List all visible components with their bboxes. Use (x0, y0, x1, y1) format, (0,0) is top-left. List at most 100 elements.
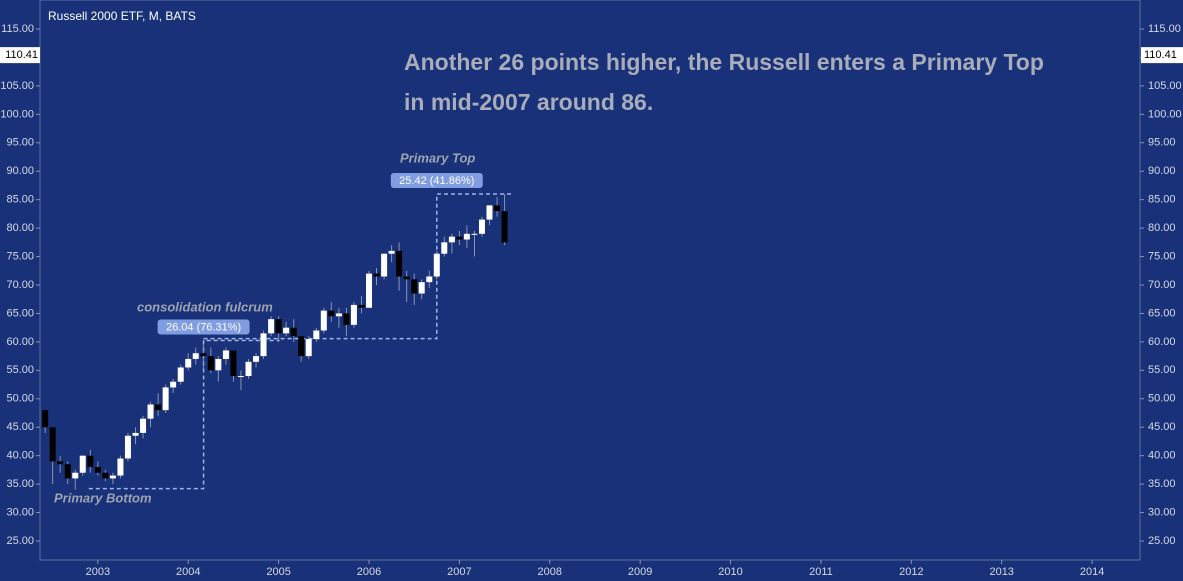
candle-body (147, 404, 154, 419)
y-tick-label: 80.00 (6, 222, 34, 234)
candle-body (222, 350, 229, 359)
candle-body (448, 236, 455, 243)
candle-body (117, 458, 124, 476)
y-tick-label: 60.00 (6, 336, 34, 348)
x-tick-label: 2003 (86, 566, 110, 578)
candle-body (320, 310, 327, 331)
candle-body (343, 313, 350, 325)
candle-body (140, 418, 147, 433)
y-tick-label: 70.00 (1148, 279, 1176, 291)
candle-body (366, 273, 373, 308)
candle-body (260, 333, 267, 357)
measurement-box (157, 319, 250, 335)
candle-body (456, 236, 463, 240)
x-tick-label: 2012 (899, 566, 923, 578)
candle-body (350, 304, 357, 325)
x-tick-label: 2005 (266, 566, 290, 578)
candle-body (49, 427, 56, 462)
candle-body (87, 455, 94, 468)
price-marker (0, 47, 40, 64)
y-tick-label: 85.00 (1148, 194, 1176, 206)
candle-body (313, 330, 320, 340)
candle-body (463, 233, 470, 240)
chart-title: Russell 2000 ETF, M, BATS (48, 9, 196, 23)
note: Primary Bottom (54, 490, 152, 505)
x-tick-label: 2011 (809, 566, 833, 578)
y-tick-label: 25.00 (1148, 535, 1176, 547)
y-tick-label: 95.00 (6, 137, 34, 149)
measurement-label: 25.42 (41.86%) (399, 175, 474, 187)
annotation: Another 26 points higher, the Russell en… (404, 49, 1044, 75)
y-tick-label: 100.00 (1148, 108, 1182, 120)
measurement (88, 339, 280, 490)
candle-body (418, 282, 425, 294)
y-tick-label: 65.00 (6, 307, 34, 319)
candle-body (298, 336, 305, 357)
candle-body (396, 250, 403, 277)
note: Primary Top (400, 150, 475, 165)
candle-body (64, 464, 71, 479)
x-tick-label: 2013 (989, 566, 1013, 578)
y-tick-label: 25.00 (6, 535, 34, 547)
candle-body (237, 376, 244, 378)
note: consolidation fulcrum (137, 299, 273, 314)
candle-body (283, 327, 290, 334)
y-tick-label: 90.00 (1148, 165, 1176, 177)
y-tick-label: 40.00 (1148, 450, 1176, 462)
price-label: 110.41 (1144, 49, 1177, 61)
y-tick-label: 95.00 (1148, 137, 1176, 149)
y-tick-label: 55.00 (1148, 364, 1176, 376)
candle-body (185, 358, 192, 368)
candle-body (275, 319, 282, 334)
candle-body (215, 358, 222, 371)
y-tick-label: 30.00 (6, 506, 34, 518)
candle-body (132, 432, 139, 436)
y-tick-label: 65.00 (1148, 307, 1176, 319)
y-tick-label: 45.00 (6, 421, 34, 433)
candle-body (358, 304, 365, 308)
x-tick-label: 2014 (1080, 566, 1104, 578)
candle-body (200, 353, 207, 357)
candle-body (335, 313, 342, 317)
candle-body (411, 279, 418, 294)
candle-body (328, 310, 335, 317)
y-tick-label: 50.00 (6, 393, 34, 405)
y-tick-label: 75.00 (6, 250, 34, 262)
price-marker (1141, 47, 1183, 64)
y-tick-label: 75.00 (1148, 250, 1176, 262)
x-tick-label: 2006 (357, 566, 381, 578)
candle-body (478, 219, 485, 234)
candle-body (433, 253, 440, 277)
candle-body (268, 319, 275, 334)
x-tick-label: 2009 (628, 566, 652, 578)
candle-body (471, 233, 478, 235)
candle-body (72, 472, 79, 479)
y-tick-label: 115.00 (1148, 23, 1181, 35)
annotation: in mid-2007 around 86. (404, 89, 653, 115)
y-tick-label: 30.00 (1148, 506, 1176, 518)
y-tick-label: 35.00 (6, 478, 34, 490)
candle-body (441, 242, 448, 254)
candle-body (162, 387, 169, 411)
candle-body (230, 350, 237, 377)
candle-body (426, 276, 433, 283)
y-tick-label: 90.00 (6, 165, 34, 177)
y-tick-label: 45.00 (1148, 421, 1176, 433)
y-tick-label: 60.00 (1148, 336, 1176, 348)
y-tick-label: 50.00 (1148, 393, 1176, 405)
candle-body (207, 356, 214, 371)
y-tick-label: 80.00 (1148, 222, 1176, 234)
y-tick-label: 55.00 (6, 364, 34, 376)
candle-body (253, 356, 260, 362)
candle-body (486, 205, 493, 220)
x-tick-label: 2007 (447, 566, 471, 578)
candle-body (79, 455, 86, 473)
candle-body (501, 211, 508, 243)
candle-body (373, 273, 380, 277)
price-label: 110.41 (5, 49, 38, 61)
y-tick-label: 105.00 (1148, 80, 1182, 92)
y-tick-label: 85.00 (6, 194, 34, 206)
candle-body (403, 276, 410, 280)
plot-frame (39, 0, 1141, 561)
